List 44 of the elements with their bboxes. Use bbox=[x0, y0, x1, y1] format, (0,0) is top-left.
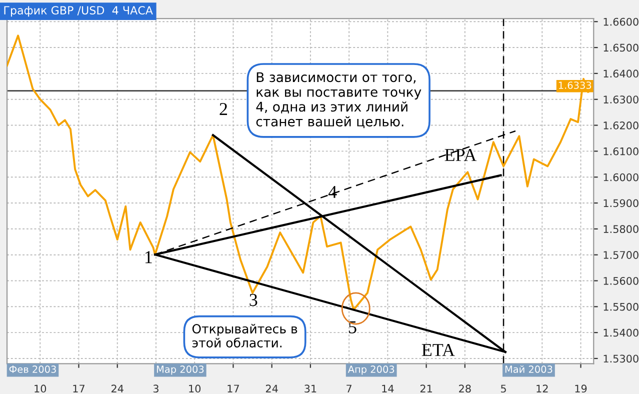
x-tick-label: 31 bbox=[304, 384, 316, 393]
y-tick-label: 1.6500 bbox=[604, 44, 638, 52]
y-tick-label: 1.5700 bbox=[604, 251, 638, 259]
annotation: EPA bbox=[444, 149, 477, 161]
annotation: 2 bbox=[220, 103, 228, 116]
x-tick-label: 19 bbox=[575, 384, 587, 393]
annotation: ETA bbox=[422, 344, 455, 356]
y-tick-label: 1.6200 bbox=[604, 122, 638, 130]
y-tick-label: 1.5500 bbox=[604, 302, 638, 311]
x-tick-label: 12 bbox=[536, 384, 548, 392]
y-tick-label: 1.6300 bbox=[604, 96, 638, 104]
annotation: 5 bbox=[349, 321, 356, 334]
y-tick-label: 1.5300 bbox=[604, 354, 638, 363]
ref-line-label: 1.6333 bbox=[558, 82, 592, 89]
x-tick-label: 10 bbox=[189, 384, 201, 393]
x-tick-label: 17 bbox=[228, 384, 239, 392]
text: Фев 2003 bbox=[9, 366, 56, 373]
x-tick-label: 24 bbox=[111, 384, 124, 392]
annotation: В зависимости от того, как вы поставите точку 4, одна из этих линий станет вашей целью. bbox=[256, 72, 422, 128]
x-tick-label: 10 bbox=[34, 384, 46, 393]
chart-title: График GBP /USD 4 ЧАСА bbox=[4, 6, 153, 17]
y-tick-label: 1.5400 bbox=[604, 328, 638, 337]
annotation: 3 bbox=[250, 294, 258, 306]
y-tick-label: 1.5800 bbox=[604, 225, 638, 234]
x-tick-label: 24 bbox=[266, 384, 278, 392]
x-tick-label: 28 bbox=[459, 384, 471, 393]
y-tick-label: 1.5900 bbox=[604, 199, 638, 208]
y-tick-label: 1.6400 bbox=[604, 70, 638, 78]
text: Май 2003 bbox=[505, 365, 552, 373]
x-tick-label: 14 bbox=[382, 384, 394, 392]
x-tick-label: 5 bbox=[501, 384, 506, 393]
text: Апр 2003 bbox=[348, 366, 394, 375]
y-tick-label: 1.6000 bbox=[604, 173, 638, 182]
text: Мар 2003 bbox=[156, 366, 204, 375]
x-tick-label: 17 bbox=[73, 384, 84, 392]
x-tick-label: 3 bbox=[153, 384, 158, 393]
annotation: 4 bbox=[328, 186, 337, 198]
x-tick-label: 7 bbox=[346, 384, 352, 392]
annotation: Открывайтесь в этой области. bbox=[192, 324, 298, 348]
y-tick-label: 1.5600 bbox=[604, 276, 638, 285]
y-tick-label: 1.6600 bbox=[604, 18, 638, 26]
annotation: 1 bbox=[145, 251, 152, 264]
y-tick-label: 1.6100 bbox=[604, 147, 638, 156]
x-tick-label: 21 bbox=[420, 384, 432, 392]
